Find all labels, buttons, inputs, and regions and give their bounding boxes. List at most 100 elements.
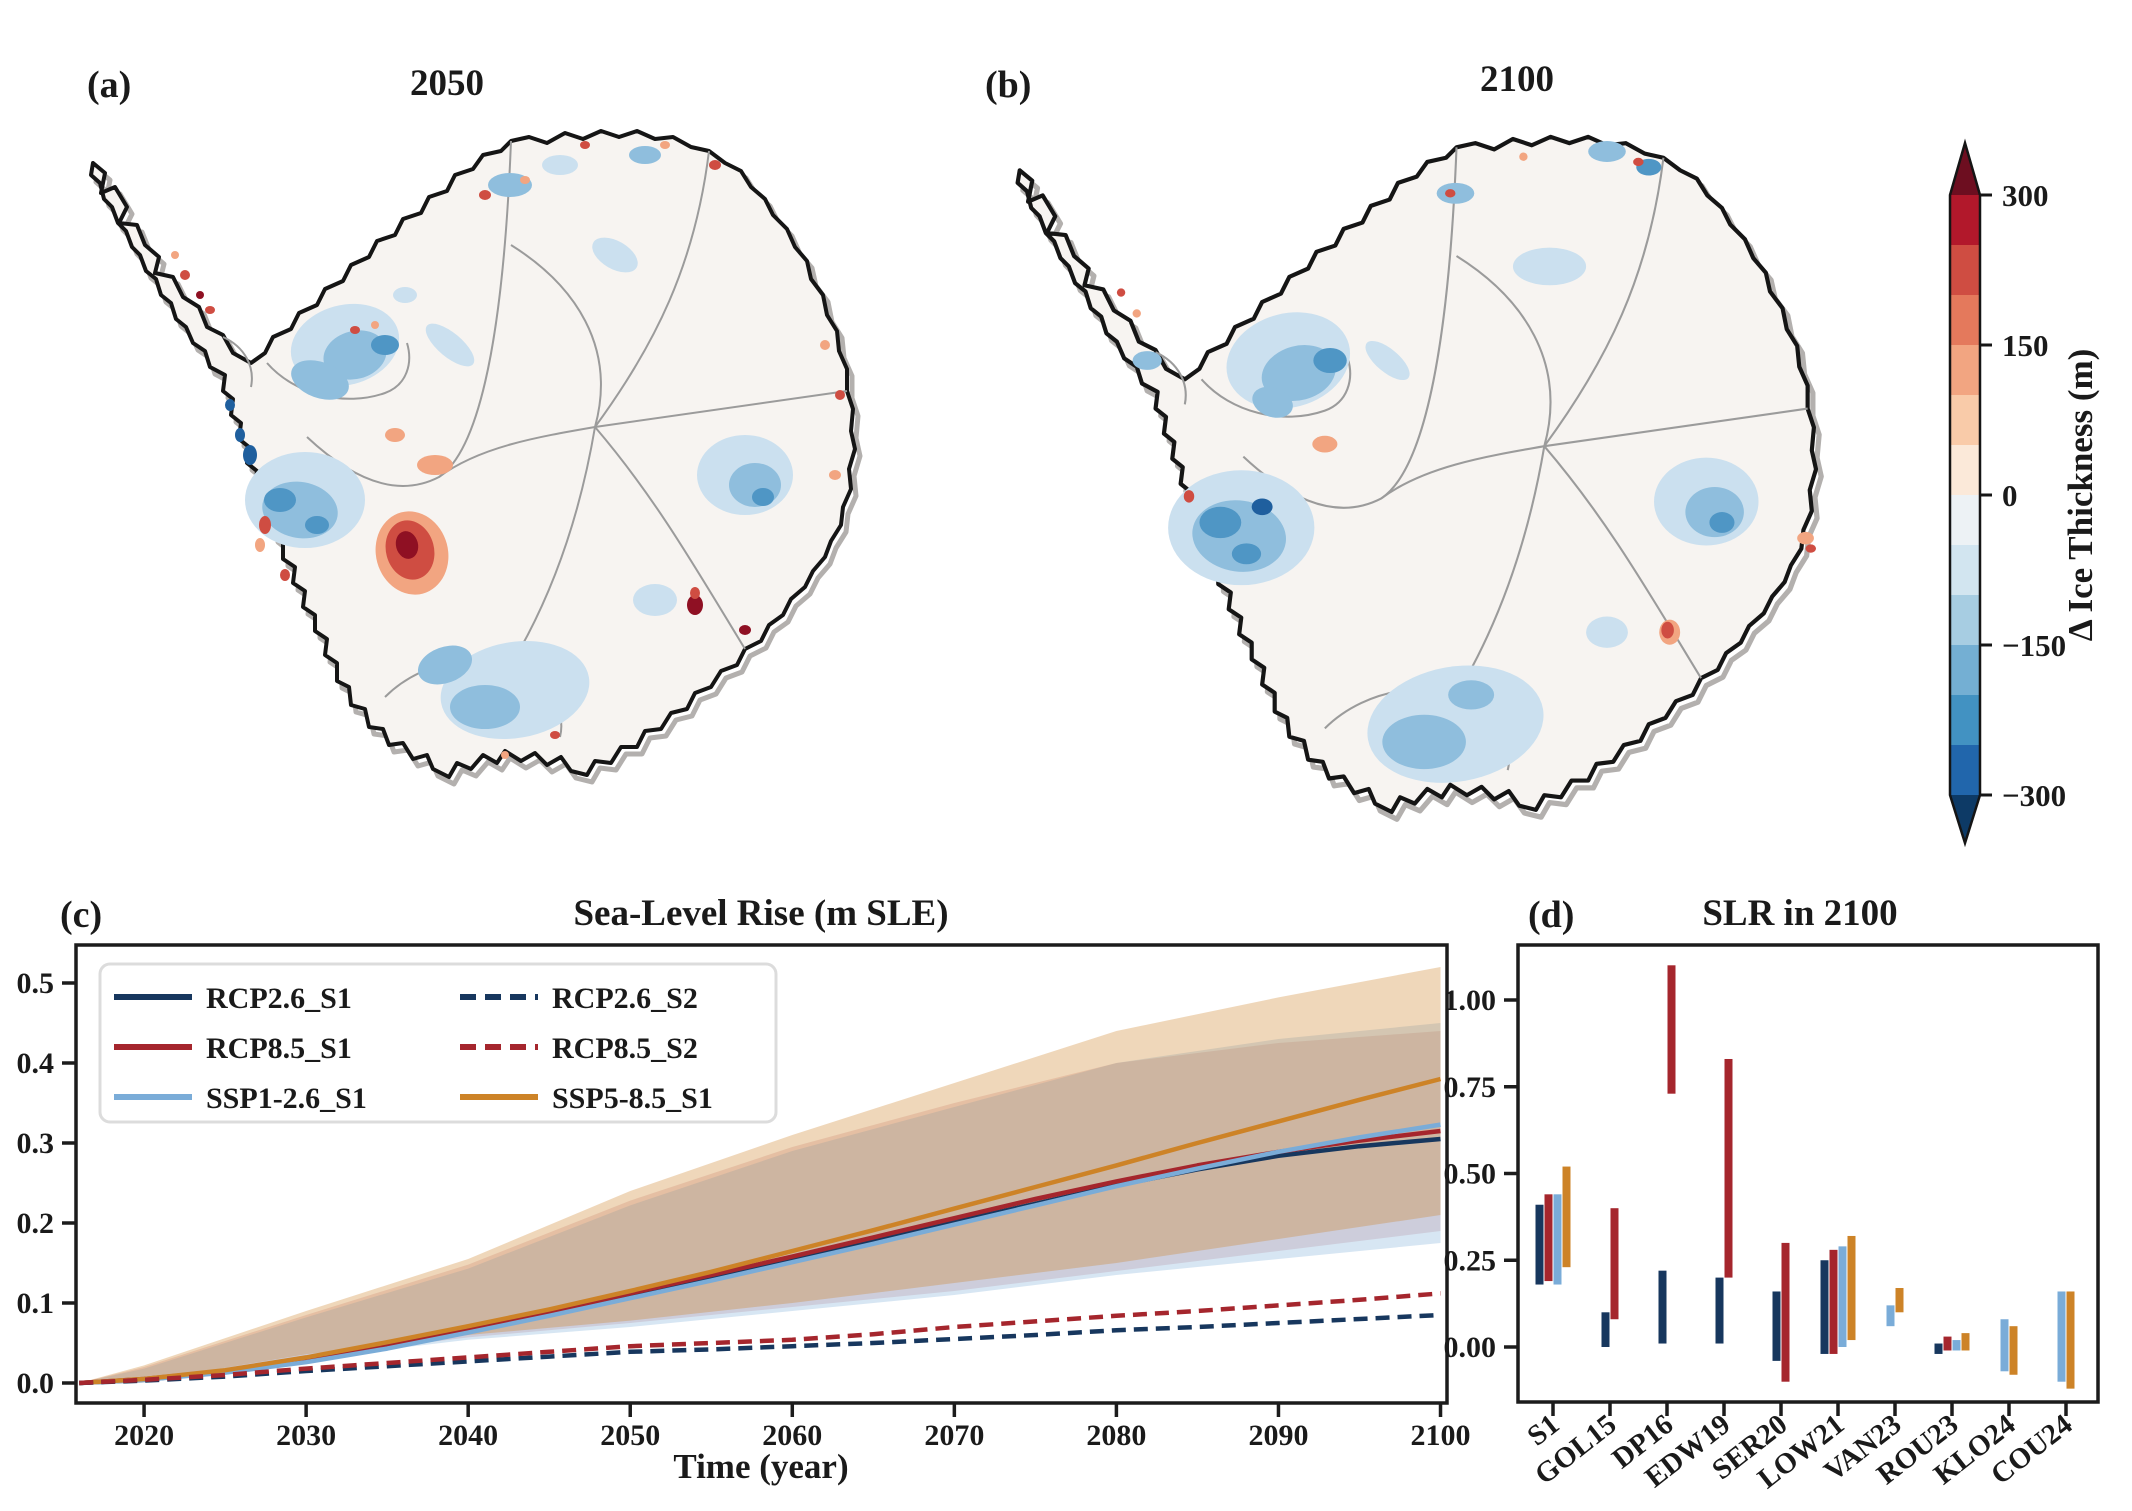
- thickness-anomaly-blob: [180, 270, 190, 280]
- colorbar: 300 150 0 −150 −300 Δ Ice Thickness (m): [1948, 138, 2100, 848]
- x-tick-label: 2050: [600, 1419, 660, 1452]
- thickness-anomaly-blob: [371, 321, 379, 329]
- thickness-anomaly-blob: [709, 160, 721, 170]
- basin-divide: [1543, 157, 1665, 447]
- thickness-anomaly-blob: [1586, 616, 1628, 648]
- colorbar-band: [1950, 295, 1980, 346]
- x-tick-label: 2030: [276, 1419, 336, 1452]
- thickness-anomaly-blob: [1633, 157, 1644, 167]
- thickness-anomaly-blob: [739, 625, 751, 635]
- thickness-anomaly-blob: [580, 141, 590, 149]
- colorbar-tick-label: 300: [2002, 178, 2049, 213]
- range-bar-S1: [1562, 1166, 1571, 1268]
- range-bar-EDW19: [1724, 1058, 1733, 1278]
- panel-b-label: (b): [985, 64, 1031, 106]
- sea-level-rise-chart: RCP2.6_S1 RCP8.5_S1 SSP1-2.6_S1 RCP2.6_S2 RC…: [17, 943, 1471, 1452]
- slr-2100-chart: 0.000.250.500.751.00S1GOL15DP16EDW19SER2…: [1444, 943, 2100, 1495]
- x-tick-label: 2040: [438, 1419, 498, 1452]
- thickness-anomaly-blob: [752, 488, 774, 506]
- bottom-charts: (c) Sea-Level Rise (m SLE) Time (year) (…: [17, 893, 2100, 1495]
- thickness-anomaly-blob: [1251, 498, 1273, 516]
- panel-b-title: 2100: [1480, 59, 1554, 100]
- thickness-anomaly-blob: [393, 287, 417, 303]
- range-bar-VAN23: [1886, 1305, 1895, 1327]
- x-tick-label: 2060: [762, 1419, 822, 1452]
- legend-label-SSP5-8.5_S1: SSP5-8.5_S1: [552, 1082, 713, 1115]
- thickness-anomaly-blob: [1252, 386, 1293, 418]
- thickness-anomaly-blob: [291, 360, 349, 400]
- thickness-anomaly-blob: [1365, 340, 1410, 381]
- colorbar-art: 300 150 0 −150 −300: [1948, 138, 2066, 848]
- range-bar-LOW21: [1829, 1249, 1838, 1354]
- thickness-anomaly-blob: [1519, 152, 1528, 161]
- thickness-anomaly-blob: [820, 340, 830, 350]
- y-tick-label: 0.2: [17, 1207, 55, 1240]
- thickness-anomaly-blob: [690, 587, 700, 599]
- basin-divide: [1155, 351, 1187, 405]
- y-tick-label: 1.00: [1444, 984, 1497, 1017]
- y-tick-label: 0.25: [1444, 1244, 1497, 1277]
- series-line-RCP8.5_S2: [79, 1291, 1441, 1386]
- range-bar-LOW21: [1838, 1246, 1847, 1347]
- range-bar-COU24: [2057, 1291, 2066, 1382]
- thickness-anomaly-blob: [1116, 288, 1126, 297]
- panel-c-xlabel: Time (year): [673, 1447, 848, 1486]
- legend-box: [98, 962, 778, 1124]
- y-tick-label: 0.1: [17, 1287, 55, 1320]
- range-bar-S1: [1553, 1194, 1562, 1285]
- x-tick-label: 2070: [924, 1419, 984, 1452]
- uncertainty-band-RCP8.5_S1_range: [79, 1031, 1441, 1383]
- series-line-SSP5-8.5_S1: [79, 1076, 1442, 1386]
- basin-divide: [1544, 407, 1808, 448]
- thickness-anomaly-blob: [1588, 141, 1626, 162]
- colorbar-band: [1950, 245, 1980, 296]
- colorbar-band: [1950, 645, 1980, 696]
- panel-c-title: Sea-Level Rise (m SLE): [573, 893, 948, 934]
- y-tick-label: 0.0: [17, 1367, 55, 1400]
- thickness-anomaly-blob: [425, 323, 475, 367]
- y-tick-label: 0.50: [1444, 1158, 1497, 1191]
- thickness-anomaly-blob: [1805, 544, 1816, 553]
- y-tick-label: 0.00: [1444, 1331, 1497, 1364]
- basin-divide: [222, 336, 253, 388]
- x-tick-label: 2080: [1086, 1419, 1146, 1452]
- thickness-anomaly-blob: [829, 470, 841, 480]
- range-bar-DP16: [1667, 965, 1676, 1094]
- thickness-anomaly-blob: [205, 306, 215, 314]
- legend-label-SSP1-2.6_S1: SSP1-2.6_S1: [206, 1082, 367, 1115]
- legend-label-RCP8.5_S1: RCP8.5_S1: [206, 1032, 352, 1065]
- thickness-anomaly-blob: [371, 335, 399, 355]
- thickness-anomaly-blob: [479, 190, 491, 200]
- thickness-anomaly-blob: [520, 176, 530, 184]
- colorbar-band: [1950, 495, 1980, 546]
- thickness-anomaly-blob: [660, 141, 670, 149]
- legend: RCP2.6_S1 RCP8.5_S1 SSP1-2.6_S1 RCP2.6_S2 RC…: [98, 962, 778, 1124]
- y-tick-label: 0.75: [1444, 1071, 1497, 1104]
- thickness-anomaly-blob: [542, 155, 578, 175]
- thickness-anomaly-blob: [259, 516, 271, 534]
- basin-divide: [594, 390, 848, 428]
- thickness-anomaly-blob: [264, 488, 296, 512]
- panel-d-title: SLR in 2100: [1702, 893, 1897, 934]
- thickness-anomaly-blob: [450, 685, 520, 729]
- colorbar-label: Δ Ice Thickness (m): [2061, 349, 2100, 642]
- thickness-anomaly-blob: [1231, 543, 1262, 565]
- thickness-anomaly-blob: [1382, 714, 1466, 770]
- thickness-anomaly-blob: [1661, 621, 1674, 639]
- thickness-anomaly-blob: [1132, 309, 1141, 318]
- colorbar-band: [1950, 395, 1980, 446]
- range-bar-ROU23: [1934, 1343, 1943, 1354]
- colorbar-tick-label: −300: [2002, 778, 2066, 813]
- panel-c-label: (c): [60, 894, 102, 936]
- map-panel-2050: (a) 2050: [87, 63, 863, 787]
- thickness-anomaly-blob: [243, 445, 257, 465]
- thickness-anomaly-blob: [305, 516, 329, 534]
- basin-divide: [594, 426, 746, 650]
- thickness-anomaly-blob: [1312, 435, 1338, 453]
- thickness-anomaly-blob: [323, 330, 387, 380]
- thickness-anomaly-blob: [1199, 506, 1242, 539]
- y-tick-label: 0.5: [17, 967, 55, 1000]
- colorbar-band: [1950, 745, 1980, 796]
- thickness-anomaly-blob: [1183, 490, 1195, 503]
